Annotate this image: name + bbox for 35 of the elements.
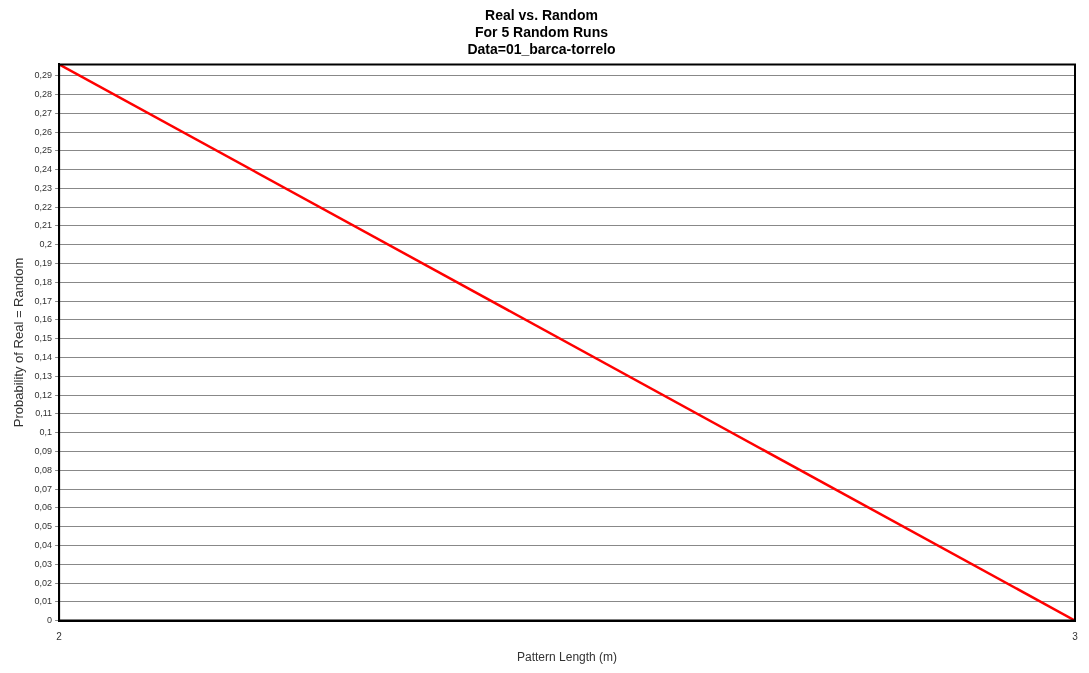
x-axis-title: Pattern Length (m) bbox=[517, 650, 618, 665]
y-tick-label: 0,24 bbox=[34, 164, 53, 175]
y-tick-label: 0,2 bbox=[39, 239, 53, 250]
y-tick-label: 0,02 bbox=[34, 577, 53, 588]
y-tick-label: 0,17 bbox=[34, 295, 53, 306]
y-tick-label: 0,04 bbox=[34, 539, 53, 550]
y-tick-label: 0,29 bbox=[34, 70, 53, 81]
y-tick-label: 0,13 bbox=[34, 370, 53, 381]
y-tick-label: 0,09 bbox=[34, 445, 53, 456]
y-tick-label: 0 bbox=[47, 615, 53, 626]
y-tick-label: 0,19 bbox=[34, 258, 53, 269]
y-tick-label: 0,12 bbox=[34, 389, 53, 400]
y-tick-label: 0,01 bbox=[34, 596, 53, 607]
y-tick-label: 0,16 bbox=[34, 314, 53, 325]
y-tick-label: 0,18 bbox=[34, 276, 53, 287]
y-tick-label: 0,21 bbox=[34, 220, 53, 231]
y-tick-label: 0,06 bbox=[34, 502, 53, 513]
y-tick-label: 0,28 bbox=[34, 88, 53, 99]
y-tick-label: 0,11 bbox=[35, 408, 53, 419]
y-tick-label: 0,07 bbox=[34, 483, 53, 494]
y-tick-label: 0,25 bbox=[34, 145, 53, 156]
y-tick-label: 0,05 bbox=[34, 521, 53, 532]
y-tick-label: 0,14 bbox=[34, 352, 53, 363]
y-tick-label: 0,22 bbox=[34, 201, 53, 212]
x-tick-label: 3 bbox=[1072, 631, 1079, 643]
chart-title: Real vs. Random For 5 Random Runs Data=01_barca-torrelo bbox=[467, 7, 616, 57]
y-tick-label: 0,23 bbox=[34, 182, 53, 193]
y-tick-label: 0,27 bbox=[34, 107, 53, 118]
x-tick-label: 2 bbox=[56, 631, 63, 643]
y-tick-label: 0,15 bbox=[34, 333, 53, 344]
y-tick-label: 0,1 bbox=[39, 427, 53, 438]
y-tick-label: 0,08 bbox=[34, 464, 53, 475]
y-axis-title: Probability of Real = Random bbox=[11, 257, 27, 428]
y-tick-label: 0,26 bbox=[34, 126, 53, 137]
y-tick-label: 0,03 bbox=[34, 558, 53, 569]
